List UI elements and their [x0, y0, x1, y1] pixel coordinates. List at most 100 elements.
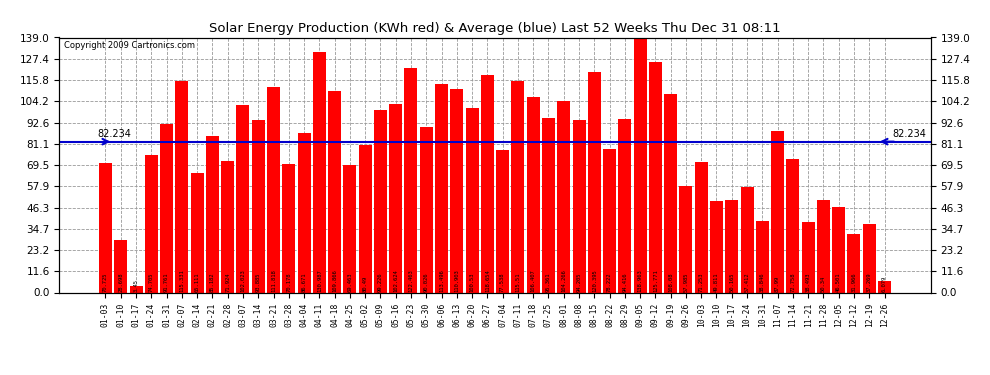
Text: 38.846: 38.846	[759, 272, 765, 292]
Bar	[634, 38, 646, 292]
Text: 108.08: 108.08	[668, 272, 673, 292]
Text: 71.253: 71.253	[699, 272, 704, 292]
Text: 115.331: 115.331	[179, 269, 184, 292]
Bar	[786, 159, 799, 292]
Text: 104.266: 104.266	[561, 269, 566, 292]
Bar	[435, 84, 448, 292]
Bar	[282, 164, 295, 292]
Bar	[328, 91, 342, 292]
Text: 50.165: 50.165	[730, 272, 735, 292]
Bar	[313, 52, 326, 292]
Bar	[145, 156, 157, 292]
Bar	[726, 201, 739, 292]
Text: 122.463: 122.463	[409, 269, 414, 292]
Text: 130.987: 130.987	[317, 269, 322, 292]
Text: 86.671: 86.671	[302, 272, 307, 292]
Text: 77.538: 77.538	[500, 272, 505, 292]
Bar	[114, 240, 128, 292]
Bar	[572, 120, 585, 292]
Text: 106.407: 106.407	[531, 269, 536, 292]
Text: 3.45: 3.45	[134, 279, 139, 292]
Bar	[267, 87, 280, 292]
Bar	[450, 89, 463, 292]
Text: 38.493: 38.493	[806, 272, 811, 292]
Bar	[603, 149, 616, 292]
Bar	[741, 187, 753, 292]
Bar	[237, 105, 249, 292]
Text: 94.416: 94.416	[623, 272, 628, 292]
Text: 31.966: 31.966	[851, 272, 856, 292]
Bar	[374, 111, 387, 292]
Text: 99.226: 99.226	[378, 272, 383, 292]
Bar	[512, 81, 525, 292]
Text: 125.771: 125.771	[652, 269, 658, 292]
Bar	[405, 68, 418, 292]
Text: 85.182: 85.182	[210, 272, 215, 292]
Text: 80.49: 80.49	[362, 275, 367, 292]
Text: 49.811: 49.811	[714, 272, 719, 292]
Text: 90.026: 90.026	[424, 272, 429, 292]
Text: 118.654: 118.654	[485, 269, 490, 292]
Bar	[251, 120, 264, 292]
Bar	[221, 160, 235, 292]
Text: 69.463: 69.463	[347, 272, 352, 292]
Text: 102.023: 102.023	[241, 269, 246, 292]
Bar	[588, 72, 601, 292]
Text: Copyright 2009 Cartronics.com: Copyright 2009 Cartronics.com	[63, 41, 195, 50]
Text: 57.985: 57.985	[683, 272, 688, 292]
Text: 91.761: 91.761	[164, 272, 169, 292]
Bar	[557, 101, 570, 292]
Text: 70.178: 70.178	[286, 272, 291, 292]
Bar	[298, 134, 311, 292]
Text: 120.395: 120.395	[592, 269, 597, 292]
Bar	[847, 234, 860, 292]
Text: 65.111: 65.111	[195, 272, 200, 292]
Bar	[175, 81, 188, 292]
Bar	[817, 200, 830, 292]
Bar	[160, 124, 173, 292]
Text: 102.624: 102.624	[393, 269, 398, 292]
Text: 82.234: 82.234	[98, 129, 132, 139]
Bar	[862, 224, 876, 292]
Text: 115.51: 115.51	[516, 272, 521, 292]
Bar	[481, 75, 494, 292]
Text: 109.866: 109.866	[332, 269, 338, 292]
Text: 70.725: 70.725	[103, 272, 108, 292]
Bar	[664, 94, 677, 292]
Text: 28.698: 28.698	[118, 272, 124, 292]
Text: 72.758: 72.758	[790, 272, 795, 292]
Bar	[344, 165, 356, 292]
Text: 100.53: 100.53	[469, 272, 474, 292]
Title: Solar Energy Production (KWh red) & Average (blue) Last 52 Weeks Thu Dec 31 08:1: Solar Energy Production (KWh red) & Aver…	[209, 22, 781, 35]
Bar	[679, 186, 692, 292]
Text: 50.34: 50.34	[821, 275, 826, 292]
Bar	[358, 145, 371, 292]
Bar	[130, 286, 143, 292]
Bar	[496, 150, 509, 292]
Bar	[755, 221, 769, 292]
Bar	[420, 128, 433, 292]
Bar	[542, 117, 555, 292]
Bar	[802, 222, 815, 292]
Bar	[771, 131, 784, 292]
Text: 95.361: 95.361	[545, 272, 551, 292]
Text: 74.705: 74.705	[148, 272, 153, 292]
Text: 113.496: 113.496	[439, 269, 445, 292]
Text: 57.412: 57.412	[744, 272, 749, 292]
Bar	[206, 136, 219, 292]
Bar	[527, 97, 540, 292]
Text: 93.885: 93.885	[255, 272, 260, 292]
Text: 71.924: 71.924	[225, 272, 231, 292]
Text: 6.079: 6.079	[882, 275, 887, 292]
Text: 110.903: 110.903	[454, 269, 459, 292]
Text: 111.818: 111.818	[271, 269, 276, 292]
Text: 87.99: 87.99	[775, 275, 780, 292]
Text: 78.222: 78.222	[607, 272, 612, 292]
Bar	[833, 207, 845, 292]
Text: 46.501: 46.501	[837, 272, 842, 292]
Text: 82.234: 82.234	[892, 129, 926, 139]
Bar	[710, 201, 723, 292]
Text: 138.963: 138.963	[638, 269, 643, 292]
Bar	[99, 163, 112, 292]
Bar	[648, 62, 662, 292]
